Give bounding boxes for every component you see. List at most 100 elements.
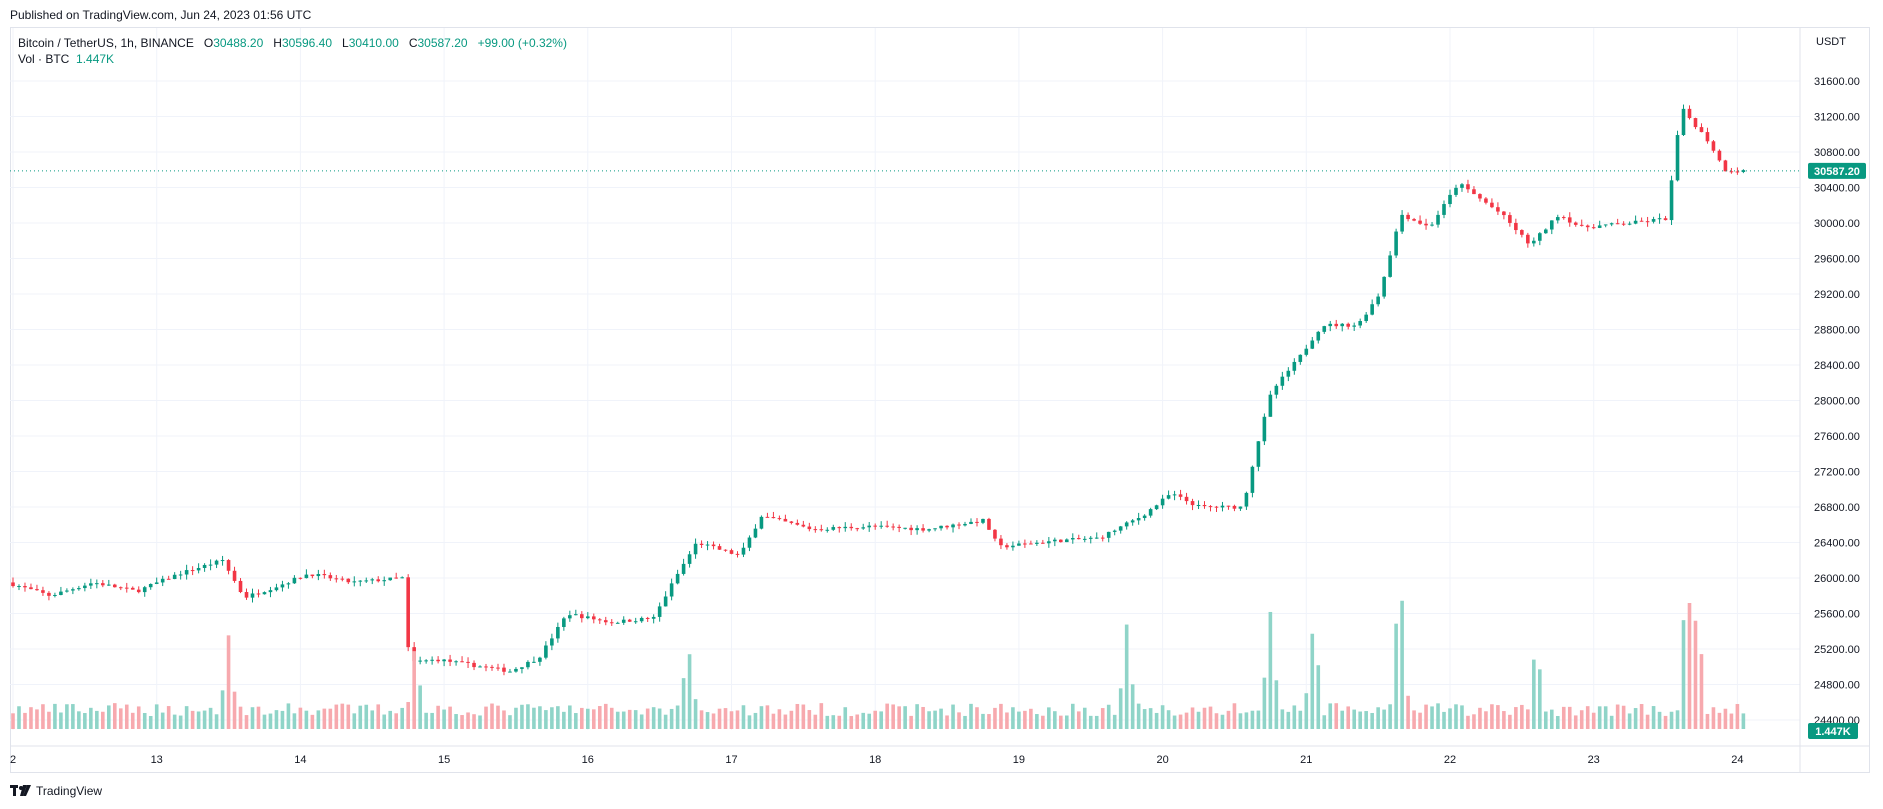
candle-body [1615, 223, 1620, 225]
candle-body [1232, 505, 1237, 509]
last-price-label: 30587.20 [1814, 166, 1860, 178]
candle-body [112, 584, 117, 588]
volume-bar [807, 710, 812, 729]
candle-body [789, 521, 794, 523]
x-tick-label: 22 [1444, 754, 1456, 766]
volume-bar [112, 703, 117, 729]
volume-bar [1124, 624, 1129, 729]
volume-bar [101, 711, 105, 729]
volume-bar [340, 703, 345, 729]
candle-body [651, 616, 656, 619]
candle-body [1268, 394, 1273, 417]
volume-bar [400, 707, 404, 729]
volume-bar [1735, 704, 1740, 729]
volume-bar [1106, 704, 1111, 729]
candle-body [831, 527, 836, 530]
candle-body [424, 660, 428, 662]
volume-bar [484, 706, 488, 729]
candle-body [472, 662, 476, 668]
candle-body [1460, 184, 1464, 188]
candle-body [1717, 150, 1722, 161]
candle-body [1340, 323, 1345, 327]
candle-body [1017, 543, 1021, 546]
volume-bar [1621, 705, 1626, 729]
candle-body [993, 529, 997, 539]
candle-body [1184, 496, 1189, 502]
candle-body [1310, 340, 1315, 349]
volume-bar [514, 707, 518, 729]
candle-body [735, 553, 740, 555]
candle-body [1130, 520, 1135, 523]
volume-bar [729, 711, 734, 729]
candle-body [1448, 194, 1452, 205]
volume-bar [1142, 709, 1147, 729]
candle-body [1292, 361, 1297, 371]
volume-bar [1430, 706, 1434, 729]
candle-body [1621, 223, 1626, 225]
volume-bar [136, 706, 141, 729]
candle-body [1244, 492, 1249, 507]
candle-body [903, 527, 907, 529]
candle-body [382, 580, 387, 582]
volume-bar [1502, 711, 1506, 729]
candle-body [771, 517, 776, 519]
candle-body [1454, 187, 1458, 195]
volume-bar [1561, 706, 1566, 729]
candle-body [544, 645, 548, 658]
candle-body [484, 666, 488, 668]
volume-bar [1136, 703, 1141, 729]
candle-body [1532, 240, 1536, 244]
candle-body [280, 584, 285, 588]
candle-body [957, 524, 961, 526]
change-value: +99.00 (+0.32%) [477, 36, 567, 50]
candle-body [148, 583, 153, 588]
y-tick-label: 28800.00 [1814, 325, 1860, 337]
y-tick-label: 25200.00 [1814, 644, 1860, 656]
y-tick-label: 28000.00 [1814, 396, 1860, 408]
volume-bar [53, 703, 57, 729]
volume-bar [909, 715, 913, 729]
volume-bar [597, 706, 602, 729]
candle-body [681, 563, 686, 574]
candle-body [1627, 223, 1632, 225]
volume-bar [316, 710, 321, 729]
candle-body [1274, 385, 1279, 395]
candle-body [1412, 219, 1416, 221]
volume-bar [765, 705, 770, 729]
volume-bar [1352, 709, 1356, 729]
candle-body [591, 616, 596, 620]
volume-bar [124, 704, 129, 729]
candle-body [1723, 160, 1728, 172]
candle-body [244, 592, 249, 598]
candle-body [1172, 494, 1177, 496]
volume-bar [621, 711, 626, 729]
volume-bar [987, 714, 991, 729]
candle-body [526, 661, 530, 668]
volume-bar [83, 713, 87, 729]
volume-bar [1681, 620, 1686, 729]
candle-body [340, 578, 345, 580]
candle-body [1029, 543, 1033, 545]
volume-bar [717, 708, 722, 729]
volume-bar [436, 705, 440, 729]
candle-body [166, 578, 171, 580]
candle-body [1214, 506, 1219, 508]
footer-brand[interactable]: TradingView [10, 784, 102, 798]
candle-body [981, 518, 985, 523]
candle-body [1472, 189, 1476, 195]
candle-body [1256, 441, 1261, 467]
candle-body [1346, 323, 1351, 327]
candle-body [945, 525, 949, 528]
volume-bar [358, 705, 363, 729]
volume-bar [1508, 714, 1512, 729]
volume-bar [538, 706, 542, 729]
candle-body [873, 525, 877, 527]
x-tick-label: 17 [725, 754, 737, 766]
volume-bar [639, 714, 644, 729]
close-label: C [408, 36, 418, 50]
volume-bar [1436, 703, 1440, 729]
candle-body [1112, 530, 1117, 532]
candle-body [927, 529, 931, 531]
volume-bar [825, 715, 830, 729]
